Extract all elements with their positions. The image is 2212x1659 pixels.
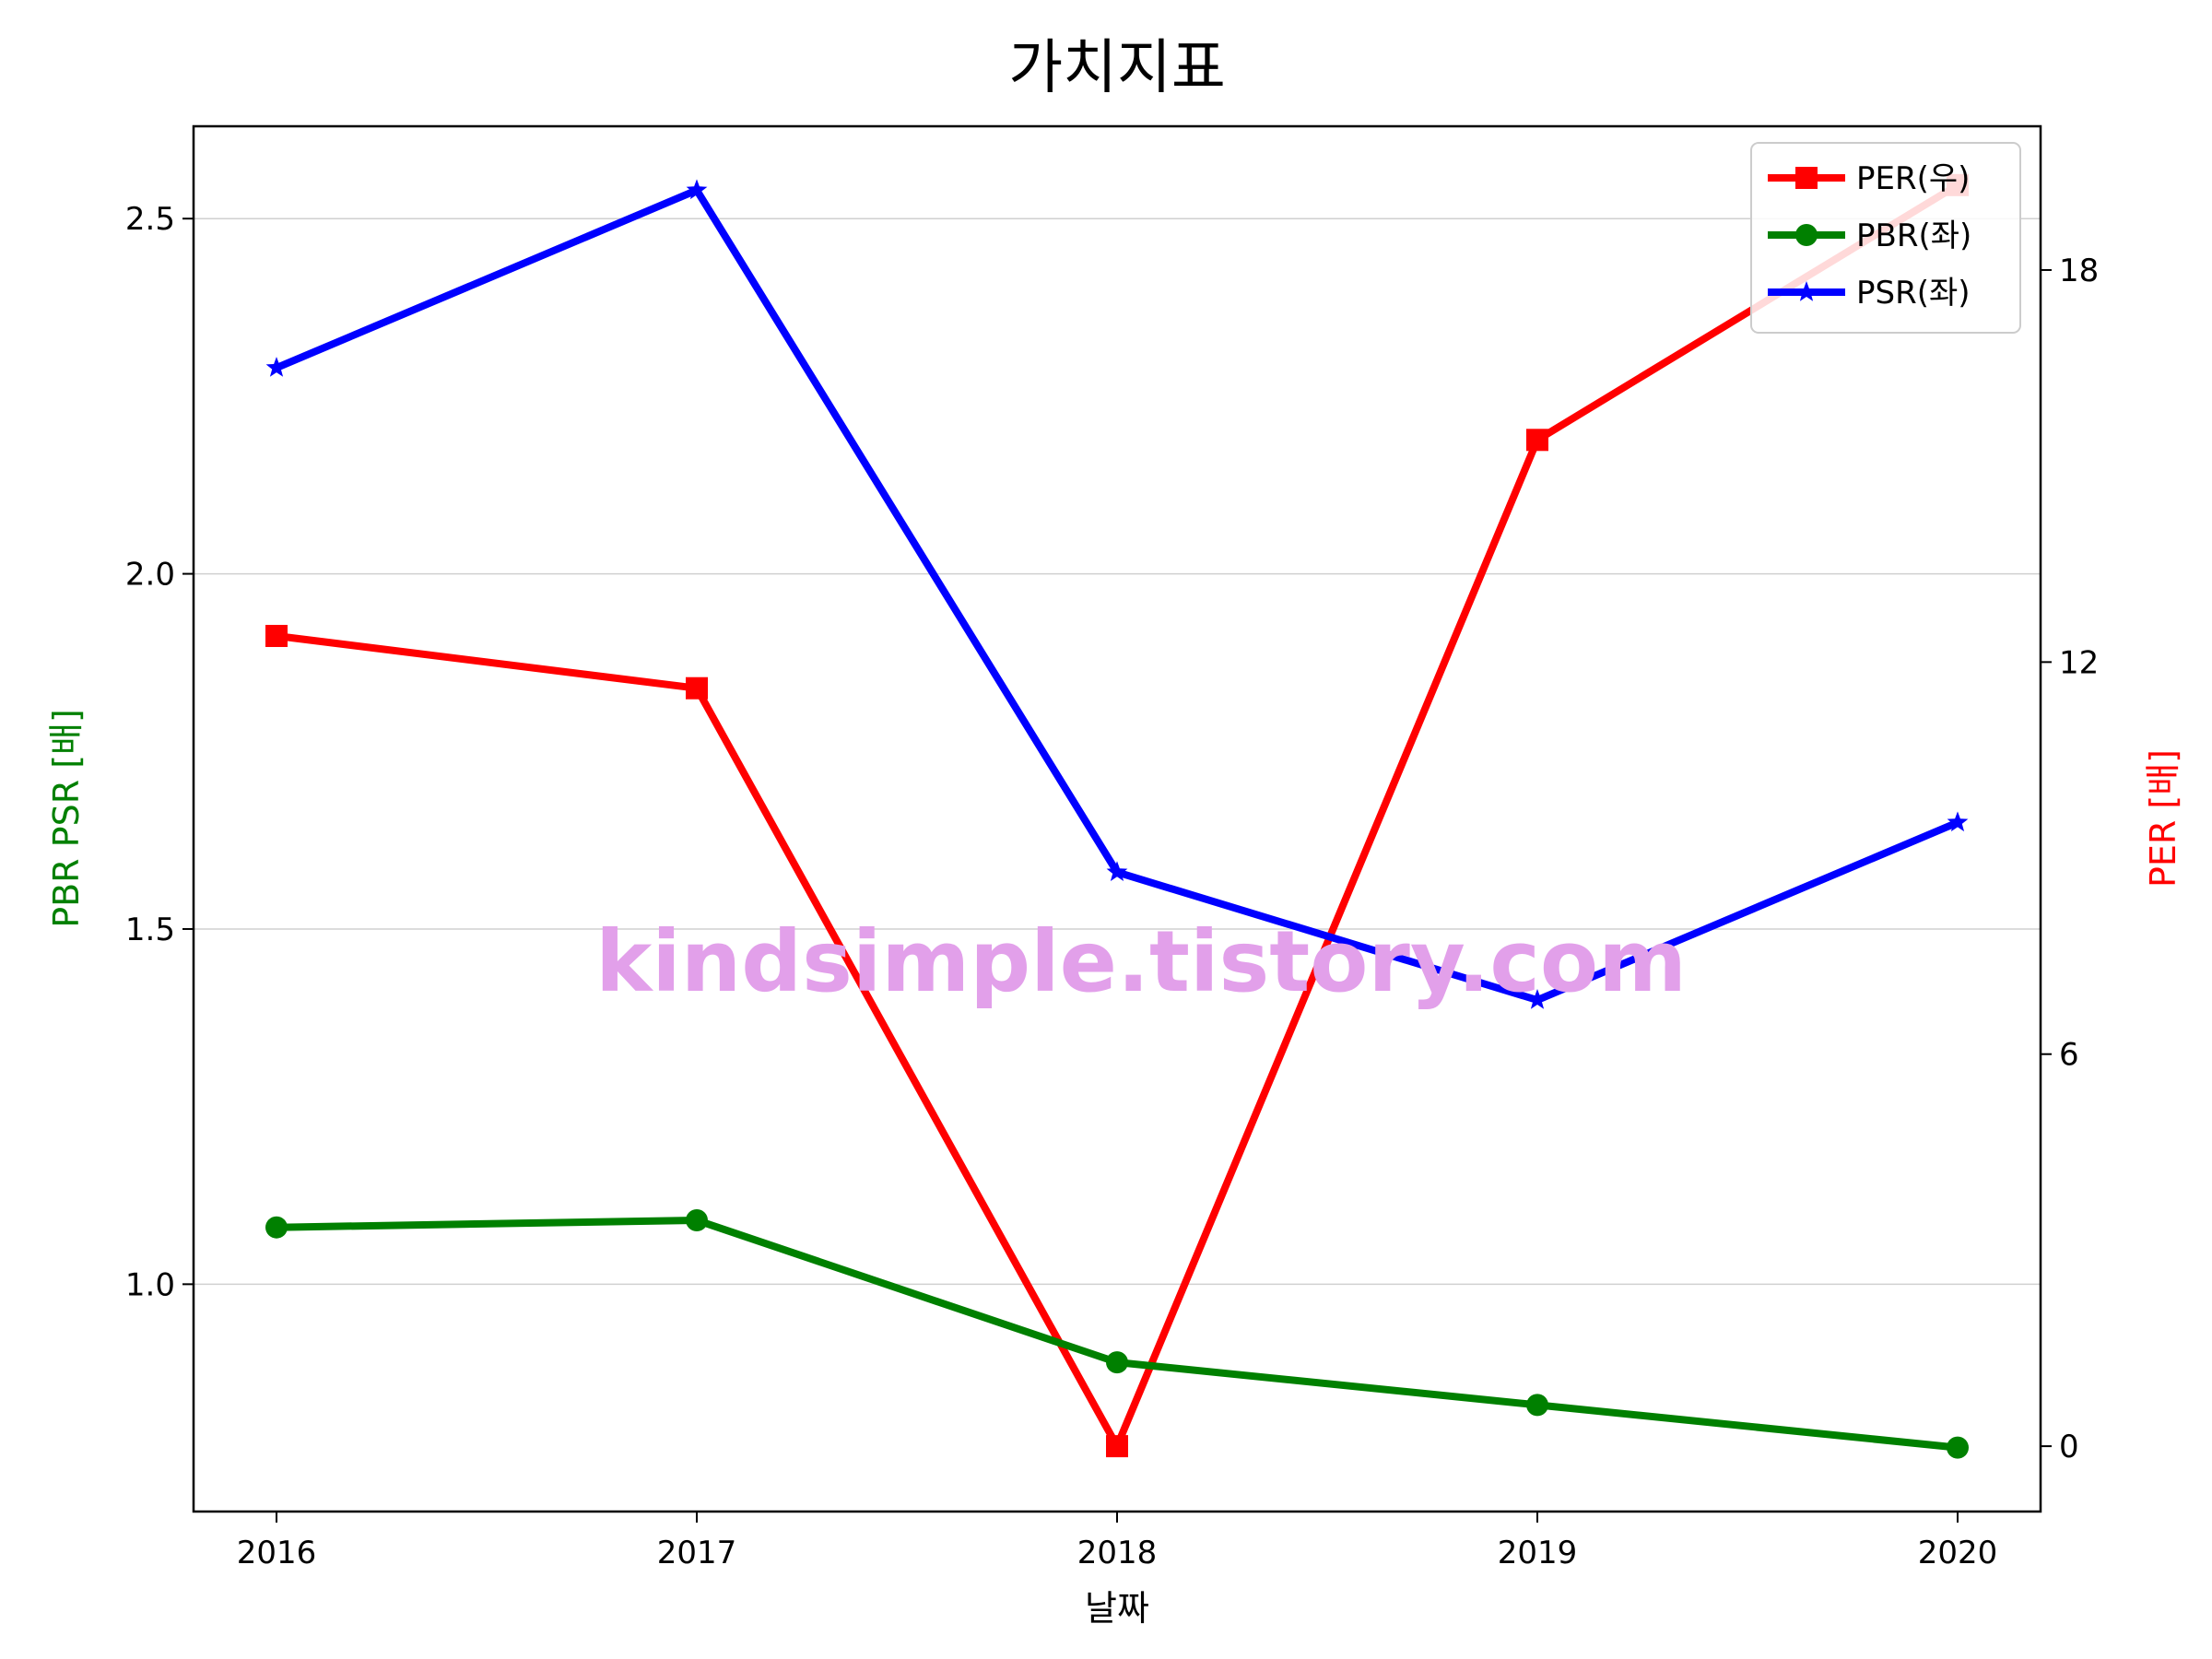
axes: 1.0 1.5 2.0 2.5 0 6 12 18 2016 2017 2018 2019 2020 bbox=[125, 201, 2099, 1571]
y-left-tick-label: 2.5 bbox=[125, 201, 175, 238]
x-tick-label: 2020 bbox=[1918, 1535, 1998, 1571]
grid bbox=[194, 218, 2041, 1286]
y-axis-right-label: PER [배] bbox=[2143, 749, 2183, 888]
per-point bbox=[686, 677, 708, 700]
legend-per-marker bbox=[1795, 167, 1818, 189]
legend-psr-label: PSR(좌) bbox=[1856, 275, 1971, 312]
y-right-tick-label: 0 bbox=[2059, 1429, 2079, 1465]
y-axis-left-label: PBR PSR [배] bbox=[46, 709, 87, 928]
psr-point bbox=[1526, 989, 1548, 1009]
y-left-tick-label: 2.0 bbox=[125, 557, 175, 594]
y-left-tick-label: 1.0 bbox=[125, 1266, 175, 1303]
per-point bbox=[1106, 1435, 1128, 1458]
x-axis-label: 날짜 bbox=[1085, 1588, 1149, 1629]
legend-psr-marker bbox=[1795, 281, 1818, 301]
pbr-point bbox=[1106, 1351, 1128, 1374]
pbr-point bbox=[1526, 1394, 1548, 1417]
pbr-point bbox=[265, 1216, 288, 1239]
x-tick-label: 2018 bbox=[1077, 1535, 1158, 1571]
legend: PER(우) PBR(좌) PSR(좌) bbox=[1750, 142, 2021, 334]
y-right-tick-label: 12 bbox=[2059, 644, 2099, 681]
psr-point bbox=[1947, 811, 1969, 832]
y-left-tick-label: 1.5 bbox=[125, 912, 175, 948]
legend-box bbox=[1750, 142, 2021, 334]
legend-per-label: PER(우) bbox=[1856, 160, 1970, 197]
psr-point bbox=[265, 357, 288, 377]
y-right-tick-label: 6 bbox=[2059, 1037, 2079, 1074]
legend-pbr-marker bbox=[1795, 224, 1818, 246]
x-tick-label: 2017 bbox=[657, 1535, 737, 1571]
per-point bbox=[265, 624, 288, 647]
x-tick-label: 2016 bbox=[237, 1535, 317, 1571]
pbr-point bbox=[1947, 1436, 1969, 1459]
per-point bbox=[1526, 429, 1548, 452]
y-right-tick-label: 18 bbox=[2059, 253, 2099, 289]
chart-title: 가치지표 bbox=[1008, 34, 1226, 102]
psr-point bbox=[1106, 861, 1128, 881]
psr-point bbox=[686, 179, 708, 200]
legend-pbr-label: PBR(좌) bbox=[1856, 218, 1971, 254]
x-tick-label: 2019 bbox=[1498, 1535, 1578, 1571]
watermark: kindsimple.tistory.com bbox=[595, 912, 1687, 1011]
pbr-point bbox=[686, 1208, 708, 1231]
